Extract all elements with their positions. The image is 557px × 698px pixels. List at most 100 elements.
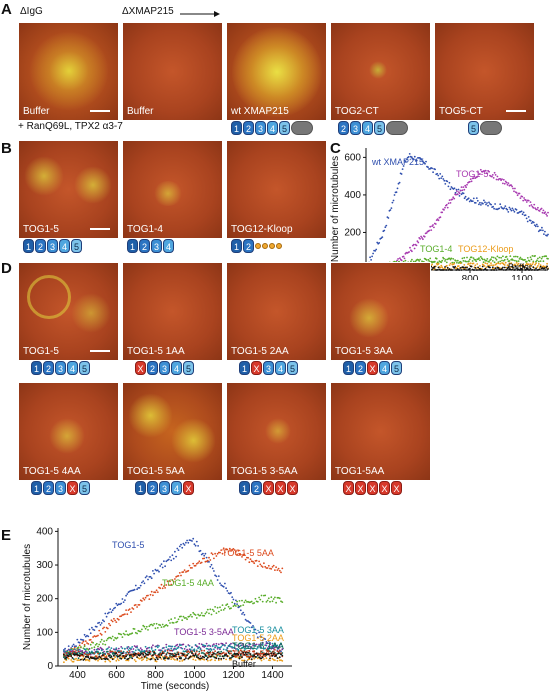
data-point bbox=[432, 171, 434, 174]
data-point bbox=[172, 622, 175, 624]
data-point bbox=[238, 652, 241, 654]
data-point bbox=[78, 644, 81, 647]
mutated-domain: X bbox=[263, 481, 274, 495]
data-point bbox=[197, 647, 200, 650]
data-point bbox=[485, 266, 488, 269]
data-point bbox=[183, 658, 186, 661]
data-point bbox=[111, 650, 114, 653]
data-point bbox=[191, 652, 193, 655]
data-point bbox=[256, 565, 259, 567]
data-point bbox=[381, 236, 384, 238]
data-point bbox=[436, 269, 439, 271]
data-point bbox=[152, 594, 154, 597]
data-point bbox=[532, 206, 535, 209]
data-point bbox=[81, 650, 84, 652]
data-point bbox=[67, 657, 70, 660]
data-point bbox=[141, 648, 143, 651]
tog3-domain: 3 bbox=[263, 361, 274, 375]
data-point bbox=[448, 199, 451, 201]
data-point bbox=[509, 255, 512, 257]
data-point bbox=[458, 195, 461, 197]
data-point bbox=[508, 206, 511, 209]
data-point bbox=[213, 557, 215, 560]
data-point bbox=[272, 652, 275, 655]
data-point bbox=[133, 659, 136, 661]
data-point bbox=[261, 643, 264, 646]
data-point bbox=[508, 262, 511, 265]
data-point bbox=[211, 553, 214, 556]
data-point bbox=[164, 565, 167, 568]
data-point bbox=[441, 175, 444, 178]
data-point bbox=[178, 545, 181, 548]
data-point bbox=[271, 600, 274, 603]
data-point bbox=[225, 658, 228, 661]
data-point bbox=[533, 203, 536, 206]
data-point bbox=[216, 651, 219, 654]
data-point bbox=[249, 643, 252, 646]
data-point bbox=[421, 159, 423, 161]
data-point bbox=[216, 648, 219, 650]
data-point bbox=[166, 624, 169, 627]
data-point bbox=[183, 569, 186, 571]
data-point bbox=[104, 643, 107, 646]
data-point bbox=[455, 260, 457, 262]
data-point bbox=[174, 617, 176, 619]
data-point bbox=[490, 203, 492, 206]
data-point bbox=[81, 642, 84, 645]
data-point bbox=[149, 650, 152, 653]
data-point bbox=[423, 161, 425, 164]
data-point bbox=[525, 260, 528, 263]
data-point bbox=[280, 642, 282, 645]
data-point bbox=[482, 261, 485, 264]
data-point bbox=[139, 584, 142, 587]
data-point bbox=[203, 658, 206, 661]
data-point bbox=[482, 202, 484, 205]
data-point bbox=[205, 611, 208, 613]
data-point bbox=[477, 171, 479, 173]
series-label: TOG1-5 bbox=[112, 540, 144, 550]
y-tick-label: 0 bbox=[47, 661, 53, 672]
data-point bbox=[503, 182, 506, 185]
data-point bbox=[472, 197, 475, 200]
data-point bbox=[479, 255, 482, 258]
data-point bbox=[130, 647, 132, 650]
data-point bbox=[141, 659, 143, 662]
mutated-domain: X bbox=[287, 481, 298, 495]
data-point bbox=[213, 643, 215, 646]
data-point bbox=[139, 653, 142, 656]
data-point bbox=[120, 646, 123, 648]
data-point bbox=[172, 580, 175, 583]
data-point bbox=[183, 544, 186, 546]
data-point bbox=[510, 262, 513, 264]
series-label: TOG12-Kloop bbox=[458, 244, 513, 254]
micrograph-d7: TOG1-5 3-5AA bbox=[226, 382, 327, 481]
data-point bbox=[197, 545, 200, 547]
data-point bbox=[396, 259, 398, 262]
data-point bbox=[145, 657, 148, 659]
data-point bbox=[73, 646, 76, 649]
data-point bbox=[185, 645, 187, 648]
data-point bbox=[439, 216, 442, 219]
data-point bbox=[148, 651, 151, 654]
caption-a5: TOG5-CT bbox=[439, 106, 483, 117]
data-point bbox=[206, 559, 209, 562]
data-point bbox=[143, 649, 146, 652]
data-point bbox=[528, 205, 531, 207]
data-point bbox=[530, 258, 533, 261]
data-point bbox=[124, 633, 126, 636]
data-point bbox=[226, 590, 229, 592]
data-point bbox=[449, 262, 452, 265]
data-point bbox=[164, 659, 167, 662]
data-point bbox=[65, 651, 68, 654]
data-point bbox=[503, 207, 506, 209]
chart-e: 400 600 800 1000 1200 1400 0 100 200 300 400 Time (… bbox=[22, 526, 292, 692]
data-point bbox=[156, 658, 159, 661]
data-point bbox=[132, 608, 135, 610]
domain-diagram-d4: 1 2 X 4 5 bbox=[343, 361, 402, 375]
data-point bbox=[150, 646, 153, 649]
data-point bbox=[76, 649, 79, 651]
data-point bbox=[97, 634, 99, 637]
data-point bbox=[243, 601, 246, 604]
data-point bbox=[84, 640, 87, 642]
tog4-domain: 4 bbox=[275, 361, 286, 375]
